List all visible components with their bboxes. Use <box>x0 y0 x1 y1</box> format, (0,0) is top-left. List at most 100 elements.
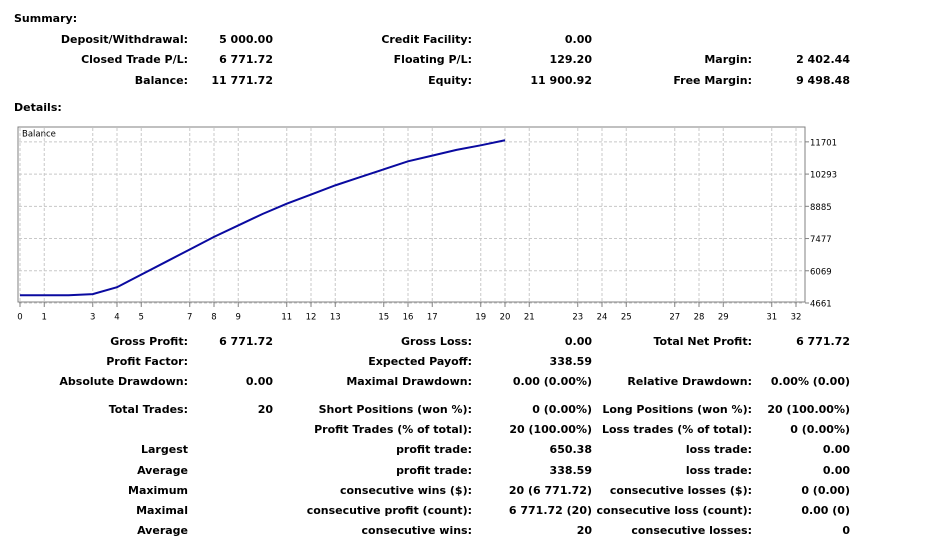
y-tick-label: 7477 <box>810 235 832 245</box>
field-value: 338.59 <box>550 355 592 368</box>
x-tick-label: 31 <box>766 313 777 323</box>
field-value: 6 771.72 <box>219 53 273 66</box>
field-value: 6 771.72 (20) <box>509 504 592 517</box>
field-label: loss trade: <box>686 443 752 456</box>
field-value: 0 <box>842 524 850 537</box>
series-label: Balance <box>22 130 56 140</box>
x-tick-label: 3 <box>90 313 95 323</box>
field-label: Maximal Drawdown: <box>346 375 472 388</box>
x-tick-label: 13 <box>330 313 341 323</box>
x-tick-label: 24 <box>597 313 608 323</box>
x-tick-label: 27 <box>669 313 680 323</box>
field-label: Maximum <box>128 484 188 497</box>
details-title: Details: <box>14 101 62 114</box>
field-value: 6 771.72 <box>219 335 273 348</box>
field-value: 11 900.92 <box>530 74 592 87</box>
x-tick-label: 0 <box>17 313 22 323</box>
field-value: 0 (0.00) <box>801 484 850 497</box>
field-label: Gross Profit: <box>110 335 188 348</box>
field-label: Relative Drawdown: <box>627 375 752 388</box>
field-label: profit trade: <box>396 464 472 477</box>
field-label: Free Margin: <box>673 74 752 87</box>
x-tick-label: 21 <box>524 313 535 323</box>
field-value: 338.59 <box>550 464 592 477</box>
x-tick-label: 11 <box>281 313 292 323</box>
field-label: Deposit/Withdrawal: <box>61 33 188 46</box>
field-label: loss trade: <box>686 464 752 477</box>
field-value: 5 000.00 <box>219 33 273 46</box>
field-value: 0.00 <box>565 33 592 46</box>
x-tick-label: 17 <box>427 313 438 323</box>
balance-line <box>20 139 506 297</box>
summary-title: Summary: <box>14 12 77 25</box>
x-tick-label: 8 <box>211 313 216 323</box>
y-tick-label: 8885 <box>810 203 832 213</box>
x-tick-label: 19 <box>475 313 486 323</box>
field-value: 11 771.72 <box>211 74 273 87</box>
field-label: Equity: <box>428 74 472 87</box>
x-tick-label: 20 <box>500 313 511 323</box>
x-tick-label: 16 <box>403 313 414 323</box>
field-label: Floating P/L: <box>394 53 472 66</box>
field-label: Absolute Drawdown: <box>59 375 188 388</box>
field-label: consecutive wins: <box>362 524 472 537</box>
y-tick-label: 4661 <box>810 300 832 310</box>
x-tick-label: 5 <box>139 313 144 323</box>
field-value: 9 498.48 <box>796 74 850 87</box>
field-label: Total Trades: <box>109 403 188 416</box>
field-label: Maximal <box>136 504 188 517</box>
x-tick-label: 28 <box>694 313 705 323</box>
field-value: 20 (100.00%) <box>767 403 850 416</box>
field-value: 0.00 (0.00%) <box>513 375 592 388</box>
field-value: 20 <box>577 524 593 537</box>
field-label: Loss trades (% of total): <box>602 423 752 436</box>
field-label: Average <box>137 464 188 477</box>
x-tick-label: 4 <box>114 313 119 323</box>
field-label: Profit Factor: <box>106 355 188 368</box>
y-tick-label: 6069 <box>810 267 832 277</box>
field-label: Average <box>137 524 188 537</box>
field-label: consecutive profit (count): <box>307 504 472 517</box>
field-value: 0.00 <box>246 375 273 388</box>
field-label: consecutive wins ($): <box>340 484 472 497</box>
field-value: 20 (100.00%) <box>509 423 592 436</box>
y-tick-label: 10293 <box>810 171 837 181</box>
field-label: Credit Facility: <box>381 33 472 46</box>
y-tick-label: 11701 <box>810 138 837 148</box>
x-tick-label: 7 <box>187 313 192 323</box>
field-label: consecutive loss (count): <box>597 504 752 517</box>
field-value: 0.00 <box>823 443 850 456</box>
field-value: 0 (0.00%) <box>790 423 850 436</box>
x-tick-label: 12 <box>306 313 317 323</box>
field-label: Closed Trade P/L: <box>81 53 188 66</box>
x-tick-label: 29 <box>718 313 729 323</box>
x-tick-label: 1 <box>42 313 47 323</box>
field-value: 129.20 <box>550 53 593 66</box>
field-label: Profit Trades (% of total): <box>314 423 472 436</box>
field-label: consecutive losses: <box>631 524 752 537</box>
field-value: 0.00 (0) <box>801 504 850 517</box>
field-label: profit trade: <box>396 443 472 456</box>
x-tick-label: 25 <box>621 313 632 323</box>
field-value: 2 402.44 <box>796 53 850 66</box>
chart-frame <box>17 126 806 303</box>
field-value: 0 (0.00%) <box>532 403 592 416</box>
field-value: 0.00 <box>565 335 592 348</box>
x-tick-label: 9 <box>236 313 241 323</box>
field-label: Long Positions (won %): <box>602 403 752 416</box>
field-value: 650.38 <box>550 443 592 456</box>
field-label: Expected Payoff: <box>368 355 472 368</box>
field-label: Margin: <box>704 53 752 66</box>
field-label: Balance: <box>135 74 188 87</box>
x-tick-label: 15 <box>378 313 389 323</box>
field-label: consecutive losses ($): <box>610 484 752 497</box>
x-tick-label: 32 <box>791 313 802 323</box>
field-value: 6 771.72 <box>796 335 850 348</box>
field-label: Gross Loss: <box>401 335 472 348</box>
field-value: 0.00% (0.00) <box>771 375 850 388</box>
field-value: 0.00 <box>823 464 850 477</box>
field-value: 20 (6 771.72) <box>509 484 592 497</box>
field-label: Largest <box>141 443 188 456</box>
x-tick-label: 23 <box>572 313 583 323</box>
